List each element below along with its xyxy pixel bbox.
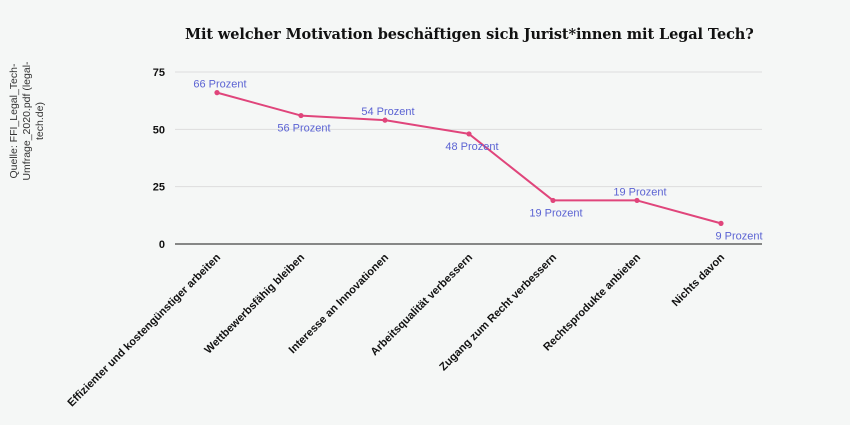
- data-label-5: 19 Prozent: [613, 186, 666, 198]
- data-label-4: 19 Prozent: [529, 207, 582, 219]
- y-tick-label: 50: [153, 124, 165, 136]
- x-tick-label-2: Interesse an Innovationen: [287, 251, 392, 356]
- data-labels: 66 Prozent 56 Prozent 54 Prozent 48 Prozent…: [193, 79, 762, 243]
- data-label-2: 54 Prozent: [361, 106, 414, 118]
- data-point-3: [466, 131, 472, 137]
- y-tick-label: 0: [159, 239, 165, 251]
- data-point-2: [382, 117, 388, 123]
- data-point-1: [298, 112, 304, 119]
- data-point-5: [634, 197, 640, 204]
- series-line-path: [216, 91, 722, 225]
- data-point-4: [550, 197, 556, 204]
- data-label-1: 56 Prozent: [277, 123, 330, 135]
- data-point-0: [214, 90, 220, 96]
- data-label-3: 48 Prozent: [445, 141, 498, 153]
- gridlines: [175, 71, 762, 188]
- data-label-0: 66 Prozent: [193, 79, 246, 91]
- x-tick-label-0: Effizienter und kostengünstiger arbeiten: [66, 251, 224, 409]
- y-tick-label: 75: [153, 67, 165, 79]
- data-points: [214, 90, 724, 226]
- data-point-6: [718, 220, 724, 226]
- x-tick-label-1: Wettbewerbsfähig bleiben: [202, 251, 307, 356]
- x-axis-ticks: Effizienter und kostengünstiger arbeiten…: [66, 251, 728, 409]
- x-tick-label-5: Rechtsprodukte anbieten: [541, 251, 643, 353]
- data-label-6: 9 Prozent: [715, 230, 762, 242]
- y-axis-ticks: 0 25 50 75: [153, 67, 165, 251]
- series-line: [216, 91, 722, 225]
- chart-title: Mit welcher Motivation beschäftigen sich…: [185, 26, 754, 43]
- y-tick-label: 25: [153, 182, 165, 194]
- x-tick-label-6: Nichts davon: [670, 251, 728, 309]
